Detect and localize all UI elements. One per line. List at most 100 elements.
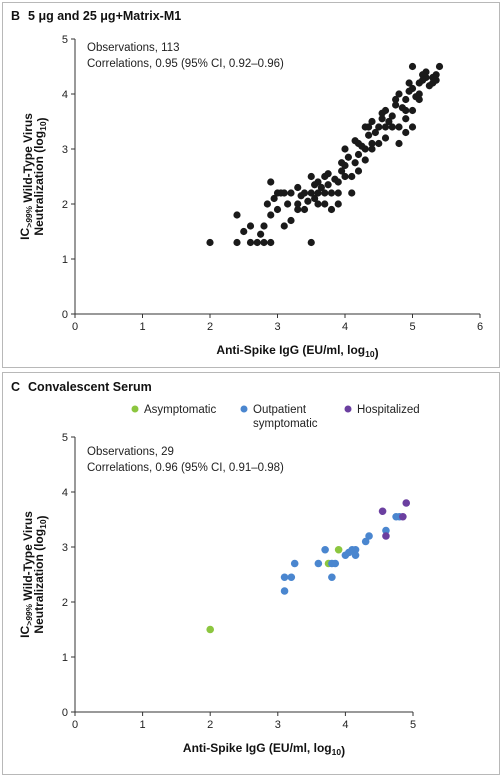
data-point — [270, 194, 278, 203]
panel-title: C Convalescent Serum — [11, 380, 152, 394]
data-point — [334, 189, 342, 197]
data-point — [419, 76, 427, 84]
data-point — [287, 573, 296, 582]
y-tick-label: 5 — [62, 34, 68, 46]
data-point — [402, 128, 410, 137]
data-point — [371, 128, 379, 137]
data-point — [419, 71, 427, 79]
data-point — [273, 205, 282, 214]
data-point — [378, 115, 386, 123]
data-point — [382, 526, 390, 535]
data-point — [267, 238, 275, 247]
data-point — [304, 197, 312, 205]
y-axis-title-line1: IC>99% Wild-Type Virus — [18, 113, 35, 240]
data-point — [311, 181, 319, 189]
data-point — [257, 230, 265, 238]
data-point — [328, 573, 336, 582]
data-point — [290, 559, 299, 568]
panel-letter: B — [11, 9, 20, 23]
data-point — [284, 200, 292, 208]
y-tick-label: 1 — [62, 254, 68, 266]
data-point — [408, 123, 417, 131]
data-point — [294, 205, 302, 214]
data-point — [395, 123, 403, 131]
legend-marker — [131, 405, 139, 413]
panel-c: C Convalescent Serum Asymptomatic Outpatien… — [2, 372, 500, 775]
data-point — [412, 93, 420, 101]
x-tick-label: 5 — [410, 719, 416, 731]
data-point — [287, 189, 295, 197]
data-point — [294, 183, 302, 192]
data-point — [307, 172, 315, 181]
data-point — [392, 101, 400, 109]
x-tick-label: 2 — [207, 719, 213, 731]
data-point — [277, 189, 285, 197]
x-tick-label: 3 — [274, 321, 280, 333]
data-point — [280, 587, 289, 595]
legend-label: Hospitalized — [357, 404, 420, 416]
y-tick-label: 4 — [62, 89, 68, 101]
data-point — [368, 145, 376, 153]
scatter-chart-c: C Convalescent Serum Asymptomatic Outpatien… — [11, 380, 420, 758]
data-point — [307, 189, 315, 197]
data-point — [334, 200, 342, 208]
data-point — [260, 222, 268, 230]
data-point — [381, 123, 390, 131]
data-point — [321, 545, 329, 554]
data-point — [280, 573, 289, 582]
data-point — [317, 183, 325, 192]
y-tick-label: 4 — [62, 487, 68, 499]
annotation-correlation: Correlations, 0.95 (95% CI, 0.92–0.96) — [87, 58, 284, 70]
data-point — [327, 189, 336, 197]
data-point — [395, 139, 403, 148]
data-point — [425, 82, 433, 90]
data-point — [287, 216, 295, 225]
x-tick-label: 5 — [409, 321, 415, 333]
data-point — [399, 512, 407, 521]
data-point — [385, 117, 393, 126]
data-point — [327, 205, 336, 214]
data-point — [341, 172, 349, 181]
data-point — [351, 551, 360, 560]
scatter-chart-b: B 5 μg and 25 μg+Matrix-M1 0 1 2 3 4 5 0 1 2 3 4 5 6 An… — [11, 9, 483, 360]
data-point — [378, 109, 386, 117]
annotation-observations: Observations, 29 — [87, 446, 174, 458]
data-point — [341, 145, 349, 153]
data-point — [392, 95, 400, 104]
y-tick-label: 3 — [62, 144, 68, 156]
y-axis-title-line2: Neutralization (log10) — [32, 117, 49, 235]
annotation-observations: Observations, 113 — [87, 42, 179, 54]
data-point — [246, 222, 255, 230]
data-point — [334, 545, 343, 554]
data-point — [375, 139, 383, 148]
data-point — [338, 167, 346, 175]
data-point — [348, 189, 356, 197]
data-point — [365, 131, 373, 139]
data-point — [381, 134, 390, 142]
data-point — [294, 200, 302, 208]
data-point — [402, 95, 410, 104]
data-point — [314, 200, 322, 208]
y-tick-label: 2 — [62, 199, 68, 211]
y-tick-label: 3 — [62, 542, 68, 554]
data-point — [361, 156, 369, 164]
data-point — [388, 112, 396, 120]
data-point — [361, 537, 370, 546]
data-point — [331, 559, 340, 568]
data-point — [260, 238, 268, 247]
data-point — [435, 62, 444, 71]
data-point — [321, 200, 329, 208]
data-point — [338, 159, 346, 167]
data-point — [354, 150, 363, 159]
data-point — [378, 507, 387, 516]
panel-b: B 5 μg and 25 μg+Matrix-M1 0 1 2 3 4 5 0 1 2 3 4 5 6 An… — [2, 2, 500, 368]
y-tick-label: 1 — [62, 652, 68, 664]
panel-title: B 5 μg and 25 μg+Matrix-M1 — [11, 9, 181, 23]
x-axis-title: Anti-Spike IgG (EU/ml, log10) — [216, 343, 378, 360]
data-point — [233, 238, 241, 247]
x-tick-label: 4 — [342, 719, 348, 731]
x-tick-label: 3 — [275, 719, 281, 731]
legend-label: Outpatient — [253, 404, 307, 416]
data-point — [348, 172, 356, 181]
y-tick-label: 0 — [62, 309, 68, 321]
